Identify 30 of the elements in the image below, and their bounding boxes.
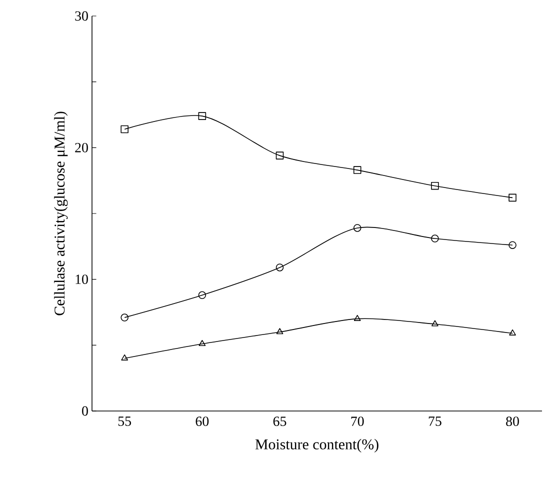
y-tick-label: 10 (76, 274, 88, 284)
point (353, 166, 362, 174)
y-axis-title: Cellulase activity(glucose μM/ml) (54, 112, 68, 316)
x-tick-label: 55 (118, 416, 132, 426)
x-tick-label: 75 (428, 416, 442, 426)
x-tick-label: 60 (196, 416, 209, 426)
point (354, 314, 361, 321)
point (432, 320, 438, 326)
point (198, 340, 206, 346)
x-tick-label: 80 (506, 416, 519, 426)
y-tick-label: 30 (75, 11, 88, 21)
point (508, 194, 516, 202)
point (121, 354, 128, 360)
x-axis-title: Moisture content(%) (255, 438, 378, 452)
point (431, 182, 439, 190)
point (276, 152, 284, 160)
point (508, 241, 516, 249)
point (120, 125, 128, 134)
point (198, 291, 206, 300)
point (509, 329, 516, 336)
y-tick-label: 20 (75, 142, 88, 152)
y-tick-label: 0 (82, 406, 88, 416)
point (353, 224, 362, 232)
x-tick-label: 65 (273, 416, 286, 426)
x-tick-label: 70 (351, 416, 364, 426)
point (276, 328, 284, 334)
point (120, 314, 128, 322)
point (276, 264, 284, 272)
point (431, 234, 439, 242)
point (198, 112, 206, 120)
